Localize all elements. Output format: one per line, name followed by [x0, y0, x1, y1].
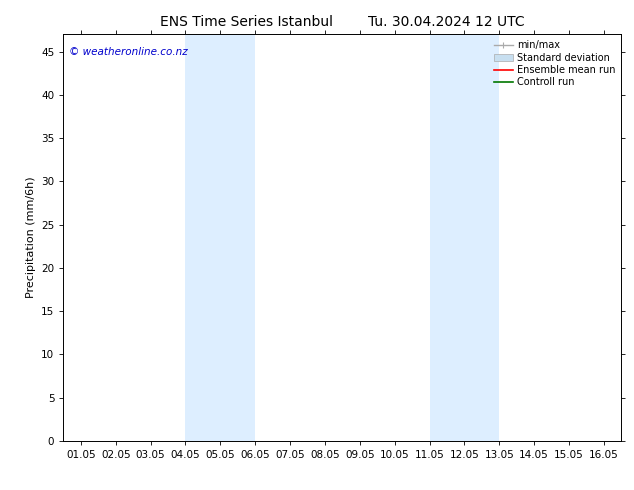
- Title: ENS Time Series Istanbul        Tu. 30.04.2024 12 UTC: ENS Time Series Istanbul Tu. 30.04.2024 …: [160, 15, 525, 29]
- Legend: min/max, Standard deviation, Ensemble mean run, Controll run: min/max, Standard deviation, Ensemble me…: [489, 36, 619, 91]
- Bar: [429, 34, 500, 441]
- Text: © weatheronline.co.nz: © weatheronline.co.nz: [69, 47, 188, 56]
- Y-axis label: Precipitation (mm/6h): Precipitation (mm/6h): [25, 177, 36, 298]
- Bar: [185, 34, 255, 441]
